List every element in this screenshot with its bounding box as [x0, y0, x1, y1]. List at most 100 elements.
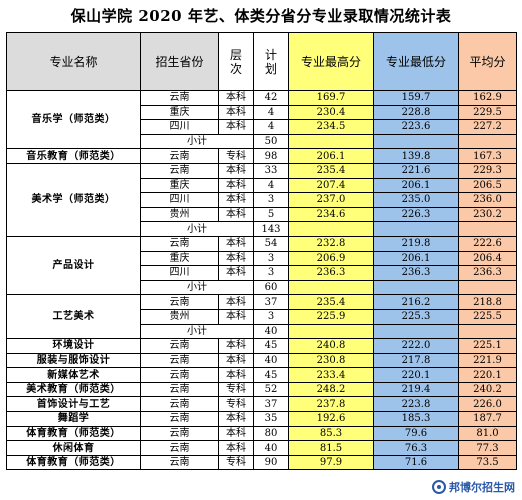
table-row: 美术学（师范类） 云南 本科 33 235.4 221.6 229.3: [6, 162, 517, 237]
table-row: 四川 本科 3 236.3 236.3 236.3: [7, 265, 517, 281]
empty-max-cell: [288, 133, 374, 150]
level-cell: 本科: [218, 440, 254, 456]
max-score-cell: 192.6: [288, 411, 374, 427]
province-cell: 云南: [140, 148, 219, 164]
level-cell: 本科: [218, 90, 254, 106]
plan-cell: 37: [253, 396, 289, 413]
level-cell: 本科: [218, 411, 254, 427]
table-row: 重庆 本科 3 206.9 206.1 206.4: [7, 250, 517, 267]
plan-cell: 37: [253, 294, 289, 310]
province-cell: 云南: [140, 162, 219, 179]
plan-cell: 4: [253, 119, 289, 135]
plan-cell: 52: [253, 381, 289, 398]
max-score-cell: 234.6: [288, 206, 374, 223]
min-score-cell: 222.0: [373, 338, 459, 354]
min-score-cell: 216.2: [373, 294, 459, 310]
major-name-cell: 美术学（师范类）: [6, 162, 141, 237]
plan-cell: 4: [253, 177, 289, 194]
max-score-cell: 230.8: [288, 352, 374, 369]
plan-cell: 42: [253, 90, 289, 106]
major-name-cell: 新媒体艺术: [6, 367, 141, 383]
province-cell: 云南: [140, 396, 219, 413]
avg-score-cell: 218.8: [458, 294, 517, 310]
level-cell: 本科: [218, 235, 254, 252]
header-plan: 计划: [253, 32, 289, 91]
level-cell: 专科: [218, 148, 254, 164]
empty-avg-cell: [458, 133, 517, 150]
table-row: 产品设计 云南 本科 54 232.8 219.8 222.6: [6, 235, 517, 296]
plan-cell: 45: [253, 338, 289, 354]
table-row: 工艺美术 云南 本科 37 235.4 216.2 218.8: [6, 294, 517, 340]
major-name-cell: 舞蹈学: [6, 411, 141, 427]
min-score-cell: 226.3: [373, 206, 459, 223]
province-cell: 重庆: [140, 104, 219, 121]
level-cell: 本科: [218, 119, 254, 135]
empty-avg-cell: [458, 279, 517, 296]
province-cell: 云南: [140, 235, 219, 252]
table-row: 重庆 本科 4 207.4 206.1 206.5: [7, 177, 517, 194]
province-cell: 四川: [140, 192, 219, 208]
level-cell: 本科: [218, 367, 254, 383]
table-row: 首饰设计与工艺 云南 专科 37 237.8 223.8 226.0: [6, 396, 517, 413]
table-row: 体育教育（师范类） 云南 专科 90 97.9 71.6 73.5: [6, 454, 517, 471]
subtotal-label: 小计: [140, 323, 254, 340]
level-cell: 专科: [218, 381, 254, 398]
avg-score-cell: 225.5: [458, 308, 517, 325]
header-province: 招生省份: [140, 32, 219, 91]
min-score-cell: 79.6: [373, 425, 459, 442]
avg-score-cell: 236.3: [458, 265, 517, 281]
subtotal-plan-cell: 60: [253, 279, 289, 296]
avg-score-cell: 206.5: [458, 177, 517, 194]
plan-cell: 45: [253, 367, 289, 383]
avg-score-cell: 226.0: [458, 396, 517, 413]
avg-score-cell: 162.9: [458, 90, 517, 106]
province-cell: 重庆: [140, 250, 219, 267]
subtotal-row: 小计 50: [7, 133, 517, 150]
level-cell: 本科: [218, 162, 254, 179]
max-score-cell: 240.8: [288, 338, 374, 354]
province-cell: 云南: [140, 425, 219, 442]
min-score-cell: 159.7: [373, 90, 459, 106]
level-cell: 本科: [218, 104, 254, 121]
level-cell: 本科: [218, 308, 254, 325]
max-score-cell: 169.7: [288, 90, 374, 106]
max-score-cell: 237.0: [288, 192, 374, 208]
province-cell: 云南: [140, 352, 219, 369]
max-score-cell: 206.1: [288, 148, 374, 164]
watermark: 邦博尔招生网: [429, 478, 518, 496]
max-score-cell: 97.9: [288, 454, 374, 471]
major-name-cell: 产品设计: [6, 235, 141, 296]
avg-score-cell: 81.0: [458, 425, 517, 442]
avg-score-cell: 230.2: [458, 206, 517, 223]
avg-score-cell: 225.1: [458, 338, 517, 354]
major-name-cell: 环境设计: [6, 338, 141, 354]
avg-score-cell: 77.3: [458, 440, 517, 456]
avg-score-cell: 206.4: [458, 250, 517, 267]
max-score-cell: 85.3: [288, 425, 374, 442]
min-score-cell: 71.6: [373, 454, 459, 471]
plan-cell: 80: [253, 425, 289, 442]
empty-max-cell: [288, 323, 374, 340]
plan-cell: 90: [253, 454, 289, 471]
table-row: 环境设计 云南 本科 45 240.8 222.0 225.1: [6, 338, 517, 354]
max-score-cell: 206.9: [288, 250, 374, 267]
header-level: 层次: [218, 32, 254, 91]
table-row: 舞蹈学 云南 本科 35 192.6 185.3 187.7: [6, 411, 517, 427]
max-score-cell: 207.4: [288, 177, 374, 194]
min-score-cell: 76.3: [373, 440, 459, 456]
avg-score-cell: 222.6: [458, 235, 517, 252]
max-score-cell: 230.4: [288, 104, 374, 121]
header-max-score: 专业最高分: [288, 32, 374, 91]
max-score-cell: 232.8: [288, 235, 374, 252]
table-row: 美术教育（师范类） 云南 专科 52 248.2 219.4 240.2: [6, 381, 517, 398]
table-row: 四川 本科 4 234.5 223.6 227.2: [7, 119, 517, 135]
page-title: 保山学院 2020 年艺、体类分省分专业录取情况统计表: [70, 7, 452, 25]
empty-avg-cell: [458, 323, 517, 340]
province-cell: 贵州: [140, 308, 219, 325]
watermark-logo-icon: [432, 480, 446, 494]
plan-cell: 40: [253, 352, 289, 369]
max-score-cell: 235.4: [288, 162, 374, 179]
major-name-cell: 体育教育（师范类）: [6, 425, 141, 442]
level-cell: 本科: [218, 352, 254, 369]
max-score-cell: 81.5: [288, 440, 374, 456]
